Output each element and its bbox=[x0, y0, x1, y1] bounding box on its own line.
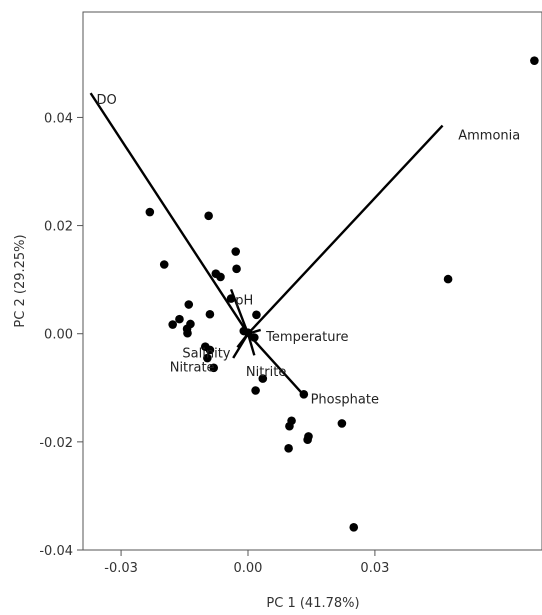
y-tick-label: 0.04 bbox=[44, 111, 73, 126]
data-point bbox=[205, 345, 215, 355]
vector-do bbox=[89, 92, 249, 335]
vector-label-salinity: Salinity bbox=[182, 347, 230, 362]
x-tick-label: 0.03 bbox=[360, 561, 389, 576]
plot-frame bbox=[82, 11, 542, 551]
data-point bbox=[530, 56, 539, 65]
data-point bbox=[443, 274, 453, 284]
data-point bbox=[252, 310, 261, 320]
data-point bbox=[226, 294, 236, 303]
data-point bbox=[204, 211, 213, 221]
data-point bbox=[285, 421, 294, 431]
data-point bbox=[209, 363, 219, 373]
data-point bbox=[303, 435, 312, 444]
data-point bbox=[299, 389, 309, 399]
data-point bbox=[183, 328, 192, 338]
vector-label-temperature: Temperature bbox=[265, 330, 348, 345]
y-tick-label: 0.02 bbox=[44, 220, 73, 235]
data-point bbox=[168, 320, 177, 329]
data-point bbox=[243, 328, 253, 337]
y-tick-label: -0.02 bbox=[39, 436, 73, 451]
data-point bbox=[159, 260, 169, 269]
vector-nitrite bbox=[246, 333, 256, 356]
data-point bbox=[337, 419, 347, 428]
x-tick-label: -0.03 bbox=[104, 561, 138, 576]
y-axis-title: PC 2 (29.25%) bbox=[13, 234, 28, 327]
data-point bbox=[258, 374, 268, 383]
vector-ammonia bbox=[247, 124, 444, 335]
data-point bbox=[232, 264, 241, 274]
y-tick-label: -0.04 bbox=[39, 544, 73, 559]
score-points bbox=[145, 56, 539, 532]
tick-group: -0.03 0.00 0.03 -0.04 -0.02 0.00 0.02 0.04 bbox=[39, 111, 389, 576]
data-point bbox=[231, 247, 241, 256]
x-axis-title: PC 1 (41.78%) bbox=[266, 596, 359, 611]
data-point bbox=[205, 309, 215, 319]
data-point bbox=[184, 300, 194, 309]
data-point bbox=[284, 444, 293, 453]
vector-label-nitrate: Nitrate bbox=[170, 361, 215, 376]
x-tick-label: 0.00 bbox=[234, 561, 263, 576]
vector-label-phosphate: Phosphate bbox=[311, 393, 379, 408]
vector-label-do: DO bbox=[97, 93, 117, 108]
loading-vectors bbox=[89, 92, 444, 396]
vector-label-ammonia: Ammonia bbox=[458, 129, 520, 144]
y-tick-label: 0.00 bbox=[44, 328, 73, 343]
vector-label-nitrite: Nitrite bbox=[246, 365, 287, 380]
data-point bbox=[250, 333, 259, 342]
vector-label-ph: pH bbox=[235, 294, 253, 309]
data-point bbox=[175, 314, 184, 324]
data-point bbox=[145, 207, 155, 217]
vector-phosphate bbox=[247, 332, 304, 396]
vector-nitrate bbox=[232, 333, 250, 359]
data-point bbox=[251, 386, 260, 395]
data-point bbox=[216, 272, 225, 282]
data-point bbox=[203, 353, 212, 363]
data-point bbox=[349, 522, 359, 532]
